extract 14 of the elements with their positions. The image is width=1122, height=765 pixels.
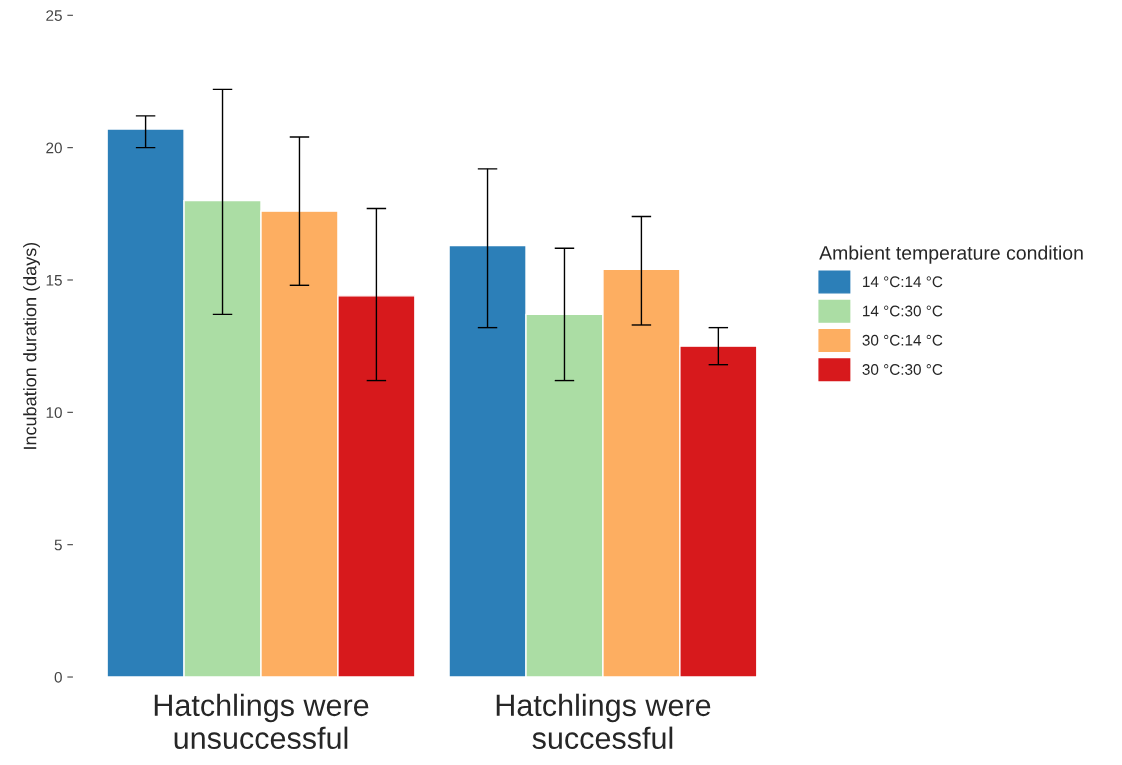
- legend-label: 14 °C:30 °C: [863, 305, 943, 317]
- y-tick-label: 0: [54, 671, 62, 683]
- y-tick-label: 20: [46, 142, 62, 154]
- x-tick-label: Hatchlings were unsuccessful: [154, 693, 369, 750]
- legend-label: 30 °C:30 °C: [862, 364, 943, 375]
- x-tick-label: Hatchlings were successful: [496, 693, 711, 750]
- y-tick-label: 5: [54, 539, 62, 551]
- legend-title: Ambient temperature condition: [819, 245, 1083, 264]
- y-tick-label: 15: [46, 275, 62, 286]
- legend-label: 30 °C:14 °C: [862, 334, 943, 346]
- y-tick-label: 10: [46, 407, 62, 419]
- legend-label: 14 °C:14 °C: [863, 276, 943, 288]
- y-axis-title: Incubation duration (days): [23, 242, 40, 449]
- y-tick-label: 25: [46, 10, 62, 21]
